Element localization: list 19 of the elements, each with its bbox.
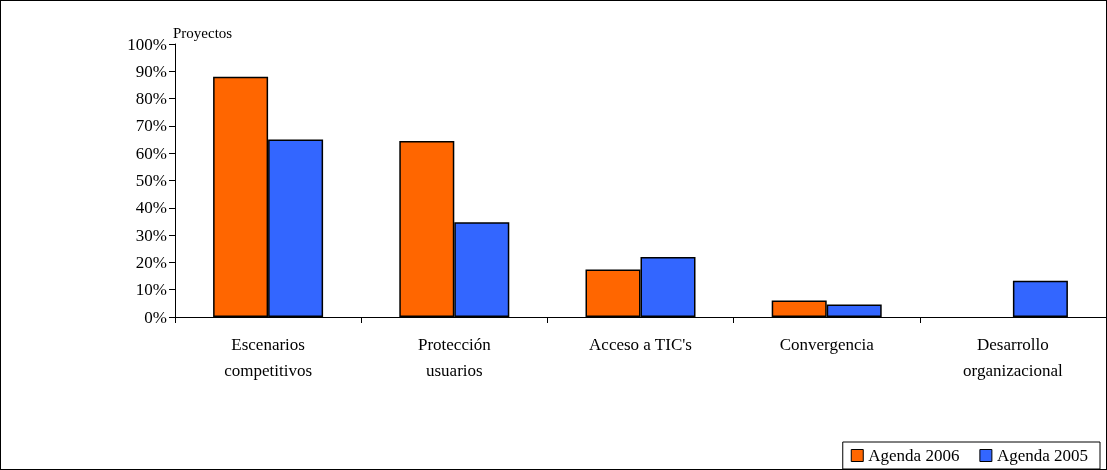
y-tick-label: 30% [135, 225, 167, 245]
y-tick-label: 60% [135, 143, 167, 163]
y-tick-label: 70% [135, 116, 167, 136]
y-tick-label: 40% [135, 198, 167, 218]
y-tick-label: 100% [127, 34, 167, 54]
y-tick-label: 10% [135, 280, 167, 300]
x-tick-label: Acceso a TIC's [589, 334, 692, 354]
x-tick-label: Protección usuarios [417, 334, 492, 380]
y-tick-label: 80% [135, 89, 167, 109]
x-tick-label: Desarrollo organizacional [963, 334, 1064, 380]
y-tick-label: 20% [135, 252, 167, 272]
y-tick-label: 50% [135, 171, 167, 190]
x-tick-label: Escenarios competitivos [224, 334, 313, 380]
y-axis-title: Proyectos [173, 24, 233, 41]
x-tick-label: Convergencia [779, 334, 875, 354]
legend-label: Agenda 2006 [868, 446, 960, 465]
legend-label: Agenda 2005 [996, 446, 1089, 465]
y-tick-label: 0% [144, 307, 167, 327]
y-tick-label: 90% [135, 61, 167, 81]
